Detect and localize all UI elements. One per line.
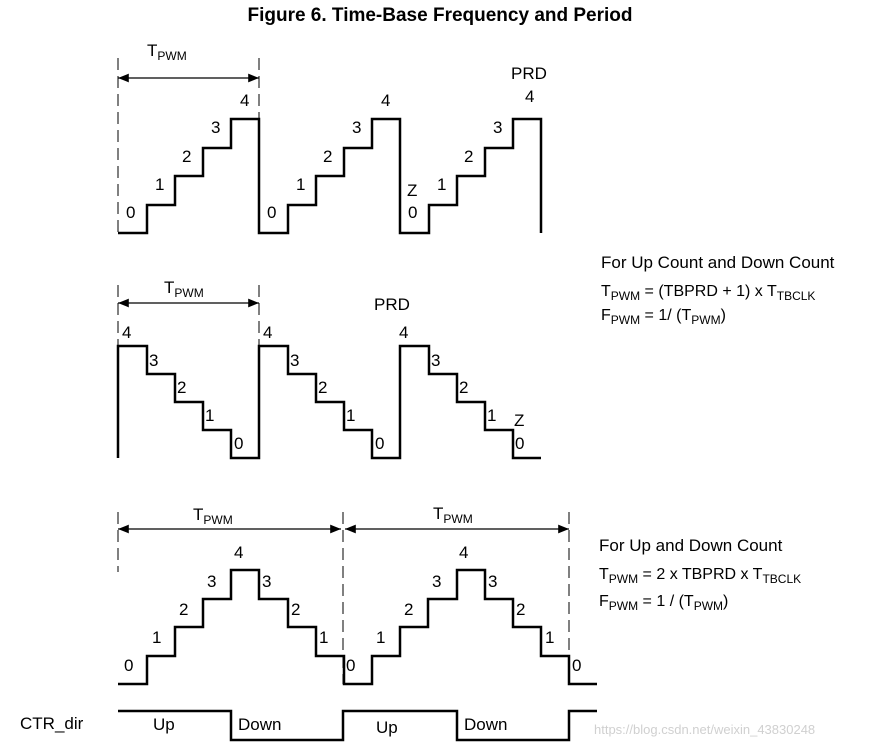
fpwm-formula: FPWM = 1 / (TPWM) <box>599 593 728 613</box>
up-down-count-formulas: For Up Count and Down Count TPWM = (TBPR… <box>601 253 835 327</box>
step-0: 0 <box>124 656 133 675</box>
period-label: PRD <box>374 295 410 314</box>
formula-heading: For Up Count and Down Count <box>601 253 835 272</box>
step-1: 1 <box>296 175 305 194</box>
step-2: 2 <box>459 378 468 397</box>
ctr-dir-up-label: Up <box>153 715 175 734</box>
tpwm-label: TPWM <box>147 41 187 63</box>
ctr-dir-up-label: Up <box>376 718 398 737</box>
step-2: 2 <box>464 147 473 166</box>
step-4: 4 <box>381 91 390 110</box>
zero-label: Z <box>514 411 524 430</box>
step-2: 2 <box>177 378 186 397</box>
step-2: 2 <box>291 600 300 619</box>
ctr-dir-label: CTR_dir <box>20 714 84 733</box>
down-count-section: TPWM 4 3 2 1 0 4 3 2 1 0 PRD 4 3 2 1 Z 0 <box>116 278 541 460</box>
tpwm-label: TPWM <box>433 504 473 526</box>
up-count-waveform <box>118 117 543 235</box>
step-0: 0 <box>375 434 384 453</box>
tpwm-formula: TPWM = (TBPRD + 1) x TTBCLK <box>601 283 815 303</box>
step-1: 1 <box>152 628 161 647</box>
step-4: 4 <box>459 543 468 562</box>
step-4: 4 <box>263 323 272 342</box>
step-1: 1 <box>487 406 496 425</box>
down-count-waveform <box>116 344 541 460</box>
ctr-dir-down-label: Down <box>238 715 281 734</box>
step-4: 4 <box>399 323 408 342</box>
zero-label: Z <box>407 181 417 200</box>
step-2: 2 <box>179 600 188 619</box>
formula-heading: For Up and Down Count <box>599 536 783 555</box>
step-0: 0 <box>234 434 243 453</box>
figure-title: Figure 6. Time-Base Frequency and Period <box>247 5 632 26</box>
step-0: 0 <box>346 656 355 675</box>
ctr-dir-waveform <box>118 709 597 742</box>
step-1: 1 <box>346 406 355 425</box>
step-3: 3 <box>488 572 497 591</box>
tpwm-label: TPWM <box>193 505 233 527</box>
up-count-section: TPWM 0 1 2 3 4 0 1 2 3 4 Z 0 1 2 3 PRD 4 <box>117 41 547 235</box>
step-1: 1 <box>205 406 214 425</box>
step-3: 3 <box>149 351 158 370</box>
step-2: 2 <box>318 378 327 397</box>
period-label: PRD <box>511 64 547 83</box>
step-0: 0 <box>408 203 417 222</box>
step-1: 1 <box>376 628 385 647</box>
step-4: 4 <box>525 87 534 106</box>
tpwm-label: TPWM <box>164 278 204 300</box>
ctr-dir-section: CTR_dir Up Down Up Down <box>20 709 597 742</box>
step-4: 4 <box>240 91 249 110</box>
ctr-dir-down-label: Down <box>464 715 507 734</box>
step-0: 0 <box>572 656 581 675</box>
step-2: 2 <box>404 600 413 619</box>
step-3: 3 <box>207 572 216 591</box>
step-1: 1 <box>155 175 164 194</box>
step-3: 3 <box>432 572 441 591</box>
step-1: 1 <box>319 628 328 647</box>
up-down-count-waveform <box>118 568 597 686</box>
tpwm-formula: TPWM = 2 x TBPRD x TTBCLK <box>599 566 801 586</box>
step-0: 0 <box>126 203 135 222</box>
step-2: 2 <box>323 147 332 166</box>
step-0: 0 <box>267 203 276 222</box>
step-1: 1 <box>545 628 554 647</box>
step-2: 2 <box>182 147 191 166</box>
step-3: 3 <box>352 118 361 137</box>
step-2: 2 <box>516 600 525 619</box>
step-4: 4 <box>234 543 243 562</box>
step-3: 3 <box>290 351 299 370</box>
step-3: 3 <box>431 351 440 370</box>
step-1: 1 <box>437 175 446 194</box>
step-3: 3 <box>262 572 271 591</box>
step-4: 4 <box>122 323 131 342</box>
step-3: 3 <box>493 118 502 137</box>
up-and-down-count-formulas: For Up and Down Count TPWM = 2 x TBPRD x… <box>599 536 801 613</box>
fpwm-formula: FPWM = 1/ (TPWM) <box>601 307 726 327</box>
up-down-count-section: TPWM TPWM 0 1 2 3 4 3 2 1 0 1 2 3 4 3 2 … <box>117 504 597 686</box>
step-0: 0 <box>515 434 524 453</box>
watermark: https://blog.csdn.net/weixin_43830248 <box>594 722 815 737</box>
step-3: 3 <box>211 118 220 137</box>
